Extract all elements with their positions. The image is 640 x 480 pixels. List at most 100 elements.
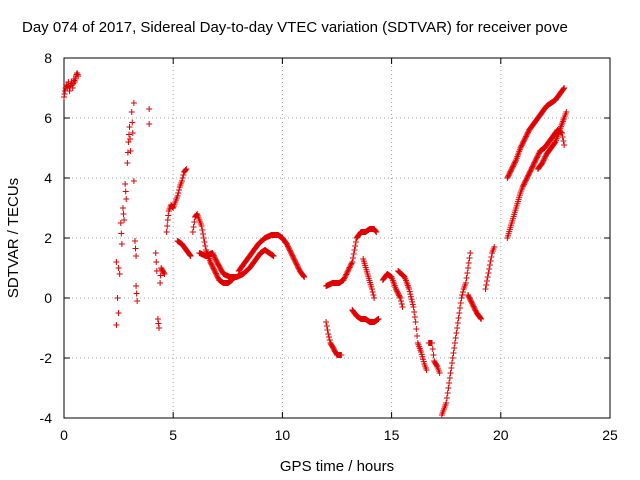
- data-point: [446, 380, 453, 386]
- data-point: [351, 247, 358, 253]
- data-point: [289, 252, 296, 259]
- data-point: [75, 73, 82, 79]
- y-tick-label: -4: [40, 410, 53, 426]
- data-points: [61, 70, 570, 418]
- data-point: [524, 129, 531, 136]
- data-point: [372, 228, 379, 234]
- data-point: [392, 286, 399, 292]
- data-point: [531, 159, 538, 166]
- data-point: [407, 293, 414, 300]
- data-point: [406, 286, 413, 292]
- data-point: [411, 309, 418, 315]
- data-point: [465, 293, 472, 300]
- x-axis-label: GPS time / hours: [280, 458, 394, 475]
- data-point: [506, 171, 513, 178]
- data-point: [123, 196, 130, 202]
- data-point: [466, 295, 473, 302]
- data-point: [409, 301, 416, 308]
- data-point: [127, 148, 134, 154]
- data-point: [348, 260, 355, 267]
- data-point: [157, 280, 164, 286]
- data-point: [527, 168, 534, 175]
- data-point: [121, 217, 128, 223]
- data-point: [191, 219, 198, 225]
- data-point: [394, 288, 401, 295]
- data-point: [345, 265, 352, 272]
- data-point: [524, 130, 531, 137]
- data-point: [524, 175, 531, 181]
- data-point: [465, 265, 472, 271]
- data-point: [342, 272, 349, 279]
- data-point: [295, 265, 302, 272]
- data-point: [395, 291, 402, 298]
- data-point: [459, 289, 466, 295]
- data-point: [116, 271, 123, 277]
- data-point: [508, 166, 515, 172]
- data-point: [397, 295, 404, 301]
- data-point: [350, 251, 357, 257]
- data-point: [325, 331, 332, 337]
- data-point: [211, 268, 218, 274]
- data-point: [486, 266, 493, 272]
- data-point: [118, 230, 125, 237]
- data-point: [523, 132, 530, 139]
- data-point: [175, 190, 182, 196]
- data-point: [409, 298, 416, 305]
- data-point: [200, 235, 207, 241]
- data-point: [448, 365, 455, 371]
- data-point: [212, 269, 219, 276]
- data-point: [178, 178, 185, 184]
- data-point: [208, 261, 215, 268]
- data-point: [408, 296, 415, 303]
- data-point: [551, 139, 558, 146]
- data-point: [74, 70, 81, 76]
- data-point: [519, 141, 526, 148]
- data-point: [207, 259, 214, 265]
- data-point: [508, 167, 515, 174]
- data-point: [410, 304, 417, 310]
- data-point: [423, 367, 430, 373]
- x-tick-label: 25: [602, 427, 618, 443]
- data-point: [164, 223, 171, 229]
- data-point: [521, 137, 528, 144]
- data-point: [457, 300, 464, 306]
- data-point: [117, 220, 124, 226]
- data-point: [161, 271, 168, 277]
- data-point: [187, 253, 194, 259]
- data-point: [153, 259, 160, 265]
- data-point: [509, 163, 516, 170]
- data-point: [124, 149, 131, 156]
- data-point: [530, 162, 537, 169]
- data-point: [370, 292, 377, 298]
- data-point: [199, 227, 206, 233]
- data-point: [326, 337, 333, 343]
- data-point: [396, 293, 403, 300]
- data-point: [520, 182, 527, 189]
- data-point: [182, 167, 189, 173]
- data-point: [189, 229, 196, 235]
- data-point: [484, 274, 491, 280]
- data-point: [454, 325, 461, 331]
- data-point: [534, 153, 541, 160]
- data-point: [210, 252, 217, 259]
- data-point: [509, 164, 516, 171]
- data-point: [533, 155, 540, 162]
- data-point: [522, 177, 529, 184]
- data-point: [291, 257, 298, 264]
- data-point: [519, 139, 526, 146]
- data-point: [411, 314, 418, 320]
- data-point: [563, 109, 570, 115]
- data-point: [399, 304, 406, 310]
- data-point: [323, 319, 330, 325]
- data-point: [300, 273, 307, 280]
- x-tick-label: 5: [169, 427, 177, 443]
- data-point: [133, 290, 140, 297]
- data-point: [532, 158, 539, 165]
- data-point: [451, 340, 458, 346]
- data-point: [113, 322, 120, 328]
- data-point: [517, 145, 524, 151]
- data-point: [470, 302, 477, 309]
- data-point: [447, 370, 454, 376]
- data-point: [430, 352, 437, 358]
